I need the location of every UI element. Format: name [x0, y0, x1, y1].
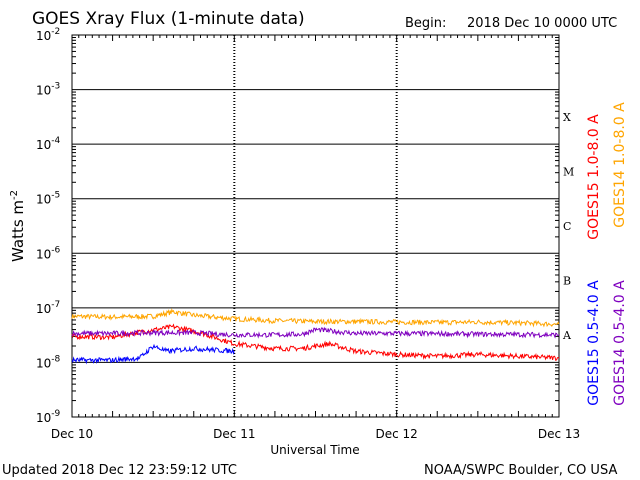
- x-axis-title: Universal Time: [270, 443, 359, 457]
- legend-goes14-long: GOES14 1.0-8.0 A: [612, 102, 628, 228]
- y-tick-label: 10-5: [36, 191, 60, 207]
- begin-value: 2018 Dec 10 0000 UTC: [467, 16, 617, 31]
- legend-goes15-short: GOES15 0.5-4.0 A: [586, 280, 602, 406]
- flare-class-b: B: [563, 275, 571, 288]
- y-tick-label: 10-4: [36, 136, 61, 152]
- credit-label: NOAA/SWPC Boulder, CO USA: [424, 463, 617, 478]
- y-ticks: 10-9 10-8 10-7 10-6 10-5 10-4 10-3 10-2: [36, 27, 559, 425]
- x-tick-label: Dec 12: [376, 427, 418, 441]
- svg-text:Watts m-2: Watts m-2: [9, 190, 27, 262]
- flare-class-labels: A B C M X: [562, 111, 574, 342]
- series-line-0: [71, 308, 560, 328]
- x-ticks: Dec 10 Dec 11 Dec 12 Dec 13: [51, 35, 580, 441]
- y-axis-title-sup: -2: [9, 190, 20, 200]
- legend-goes14-short: GOES14 0.5-4.0 A: [612, 280, 628, 406]
- x-tick-label: Dec 10: [51, 427, 93, 441]
- series-lines: [71, 308, 560, 365]
- begin-label: Begin:: [405, 16, 446, 31]
- legend-goes15-long: GOES15 1.0-8.0 A: [586, 114, 602, 240]
- flare-class-c: C: [563, 220, 571, 233]
- y-axis-title: Watts m-2: [9, 190, 27, 262]
- flare-class-a: A: [562, 329, 572, 342]
- y-tick-label: 10-9: [36, 409, 61, 425]
- y-tick-label: 10-3: [36, 82, 60, 98]
- y-tick-label: 10-7: [36, 300, 60, 316]
- x-tick-label: Dec 11: [213, 427, 255, 441]
- flare-class-m: M: [563, 165, 574, 178]
- updated-timestamp: Updated 2018 Dec 12 23:59:12 UTC: [2, 463, 237, 478]
- y-tick-label: 10-2: [36, 27, 60, 43]
- chart-title: GOES Xray Flux (1-minute data): [32, 9, 305, 29]
- plot-frame: [71, 34, 560, 418]
- y-tick-label: 10-6: [36, 245, 61, 261]
- x-tick-label: Dec 13: [538, 427, 580, 441]
- series-line-3: [71, 343, 235, 365]
- y-tick-label: 10-8: [36, 354, 61, 370]
- y-axis-title-text: Watts m: [9, 200, 27, 262]
- series-line-2: [71, 326, 560, 339]
- flare-class-x: X: [563, 111, 571, 124]
- grid: [72, 35, 559, 417]
